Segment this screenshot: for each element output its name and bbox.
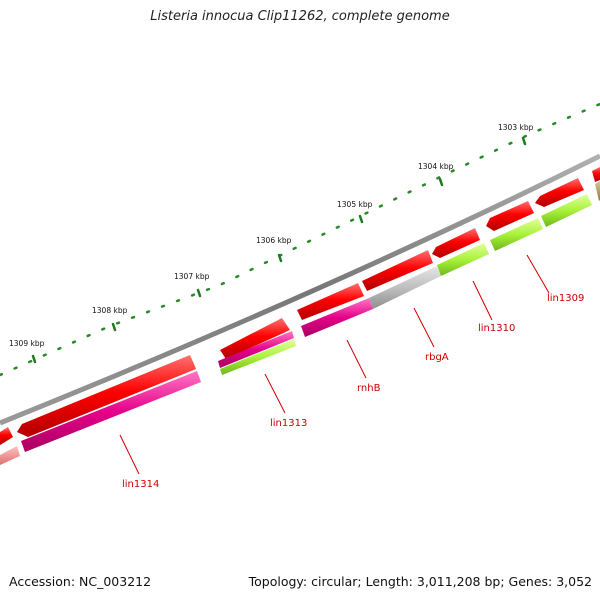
feature xyxy=(220,339,296,375)
scale-tick xyxy=(277,253,283,263)
genome-summary-text: Topology: circular; Length: 3,011,208 bp… xyxy=(248,574,592,589)
accession-text: Accession: NC_003212 xyxy=(9,574,152,589)
leader-line xyxy=(413,307,435,348)
scale-tick xyxy=(31,354,37,364)
feature xyxy=(490,218,543,251)
feature xyxy=(301,298,373,337)
cds-feature xyxy=(220,318,290,359)
scale-label: 1306 kbp xyxy=(256,236,292,245)
gene-label: lin1310 xyxy=(478,323,515,334)
gene-label: lin1309 xyxy=(547,293,584,304)
leader-line xyxy=(119,434,140,475)
feature xyxy=(21,371,201,452)
scale-label: 1307 kbp xyxy=(174,272,210,281)
feature xyxy=(369,266,441,309)
cds-feature xyxy=(17,355,196,437)
feature xyxy=(437,243,489,276)
cds-feature xyxy=(0,427,13,445)
cds-feature xyxy=(297,283,364,320)
feature xyxy=(541,194,592,227)
scale-tick xyxy=(358,214,364,224)
genome-backbone xyxy=(0,153,600,426)
scale-label: 1309 kbp xyxy=(9,339,45,348)
gene-label: rnhB xyxy=(357,383,381,394)
gene-label: lin1313 xyxy=(270,418,307,429)
feature xyxy=(595,181,600,201)
scale-tick xyxy=(438,177,444,187)
leader-line xyxy=(346,339,367,379)
feature-track xyxy=(0,181,600,465)
gene-label: lin1314 xyxy=(122,479,159,490)
scale-label: 1308 kbp xyxy=(92,306,128,315)
cds-feature xyxy=(592,167,600,182)
feature xyxy=(0,446,20,465)
cds-feature xyxy=(535,178,584,207)
leader-line xyxy=(472,280,493,321)
cds-feature xyxy=(362,250,433,291)
cds-track xyxy=(0,167,600,445)
scale-tick xyxy=(196,288,202,298)
scale-tick xyxy=(111,322,117,332)
leader-line xyxy=(264,373,286,414)
leader-line xyxy=(526,254,550,294)
scale-tick xyxy=(521,136,527,146)
gene-label: rbgA xyxy=(425,352,449,363)
scale-label: 1305 kbp xyxy=(337,200,373,209)
feature xyxy=(218,331,294,368)
cds-feature xyxy=(432,228,480,258)
scale-label: 1303 kbp xyxy=(498,123,534,132)
scale-label: 1304 kbp xyxy=(418,162,454,171)
cds-feature xyxy=(486,201,534,231)
map-title: Listeria innocua Clip11262, complete gen… xyxy=(150,9,450,24)
